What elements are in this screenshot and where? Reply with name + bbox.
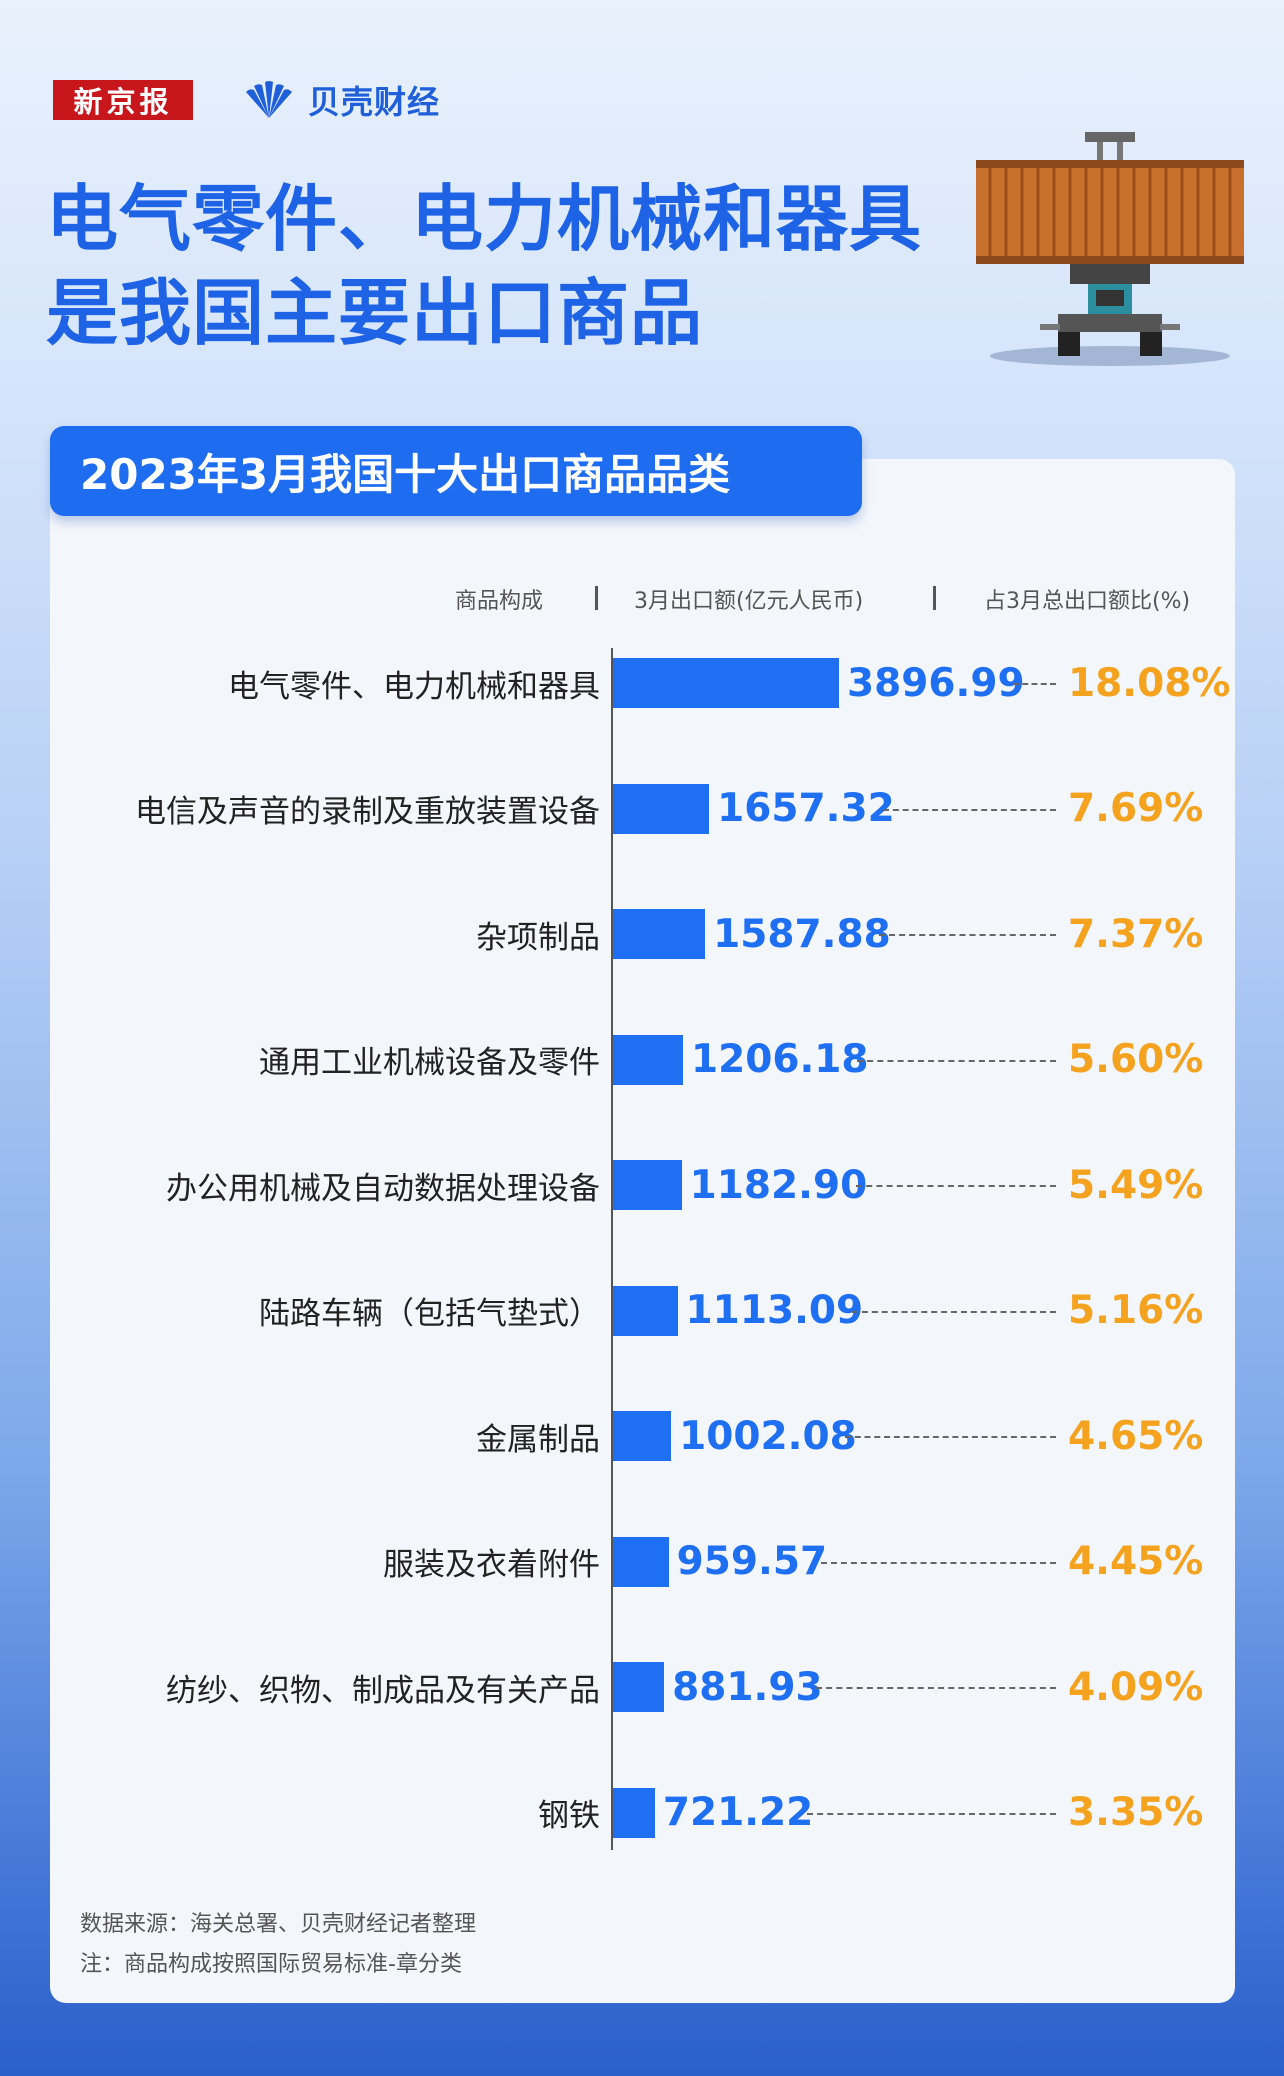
bar-row: 电信及声音的录制及重放装置设备 1657.32 7.69%: [0, 746, 1284, 872]
bar: [613, 1160, 682, 1210]
share-label: 5.49%: [1068, 1162, 1204, 1208]
classification-note: 注：商品构成按照国际贸易标准-章分类: [80, 1952, 462, 1977]
beike-logo: 贝壳财经: [240, 70, 440, 130]
headline-line-2: 是我国主要出口商品: [46, 271, 704, 355]
value-label: 3896.99: [847, 660, 1025, 706]
beike-logo-text: 贝壳财经: [308, 83, 441, 121]
column-header-amount: 3月出口额(亿元人民币): [634, 589, 864, 614]
category-label: 陆路车辆（包括气垫式）: [259, 1296, 600, 1332]
leader-line: [883, 808, 1056, 811]
value-label: 1182.90: [689, 1162, 868, 1208]
bar: [613, 1411, 672, 1461]
share-label: 18.08%: [1068, 660, 1231, 706]
category-label: 纺纱、织物、制成品及有关产品: [166, 1672, 600, 1709]
y-axis-line: [611, 648, 613, 1850]
chart-title: 2023年3月我国十大出口商品品类: [50, 426, 862, 516]
bar: [613, 783, 710, 834]
bar-row: 通用工业机械设备及零件 1206.18 5.60%: [0, 997, 1284, 1123]
category-label: 电气零件、电力机械和器具: [228, 668, 600, 705]
column-header-share: 占3月总出口额比(%): [984, 589, 1191, 614]
shipping-container-illustration: [976, 132, 1244, 366]
headline-line-1: 电气零件、电力机械和器具: [46, 177, 923, 261]
leader-line: [816, 1687, 1056, 1689]
header-separator: [933, 586, 936, 610]
column-header-category: 商品构成: [455, 589, 544, 614]
bar-row: 陆路车辆（包括气垫式） 1113.09 5.16%: [0, 1248, 1284, 1374]
bar-row: 纺纱、织物、制成品及有关产品 881.93 4.09%: [0, 1624, 1284, 1750]
bar-row: 金属制品 1002.08 4.65%: [0, 1373, 1284, 1499]
bar: [613, 1285, 678, 1336]
value-label: 1206.18: [690, 1037, 869, 1082]
category-label: 钢铁: [538, 1798, 600, 1834]
bar: [613, 909, 706, 959]
data-source-note: 数据来源：海关总署、贝壳财经记者整理: [80, 1912, 477, 1937]
share-label: 4.45%: [1068, 1539, 1204, 1584]
bar: [613, 658, 839, 708]
value-label: 1113.09: [685, 1288, 864, 1333]
value-label: 721.22: [662, 1790, 814, 1835]
leader-line: [851, 1310, 1056, 1313]
leader-line: [879, 934, 1056, 936]
category-label: 电信及声音的录制及重放装置设备: [135, 794, 600, 830]
category-label: 通用工业机械设备及零件: [259, 1045, 600, 1081]
value-label: 1587.88: [713, 911, 891, 957]
share-label: 3.35%: [1068, 1790, 1204, 1835]
leader-line: [845, 1436, 1056, 1438]
category-label: 服装及衣着附件: [383, 1547, 600, 1583]
leader-line: [1013, 683, 1056, 685]
bar-row: 钢铁 721.22 3.35%: [0, 1750, 1284, 1876]
bar: [613, 1536, 669, 1587]
share-label: 7.37%: [1068, 911, 1204, 957]
category-label: 办公用机械及自动数据处理设备: [166, 1170, 600, 1207]
header-separator: [595, 586, 598, 610]
bar-row: 服装及衣着附件 959.57 4.45%: [0, 1499, 1284, 1625]
share-label: 5.16%: [1068, 1288, 1204, 1333]
value-label: 881.93: [672, 1664, 823, 1710]
bar: [613, 1787, 655, 1838]
bar-row: 杂项制品 1587.88 7.37%: [0, 871, 1284, 997]
leader-line: [856, 1059, 1056, 1062]
value-label: 1657.32: [717, 786, 895, 831]
bar: [613, 1034, 683, 1085]
bar-row: 办公用机械及自动数据处理设备 1182.90 5.49%: [0, 1122, 1284, 1248]
share-label: 5.60%: [1068, 1037, 1204, 1082]
share-label: 7.69%: [1068, 786, 1204, 831]
share-label: 4.09%: [1068, 1664, 1204, 1710]
share-label: 4.65%: [1068, 1413, 1204, 1459]
value-label: 959.57: [676, 1539, 828, 1584]
bar-row: 电气零件、电力机械和器具 3896.99 18.08%: [0, 620, 1284, 746]
leader-line: [820, 1561, 1056, 1564]
bar: [613, 1662, 665, 1712]
shell-icon: [246, 81, 292, 118]
headline: 电气零件、电力机械和器具 是我国主要出口商品: [46, 172, 976, 360]
leader-line: [806, 1812, 1056, 1815]
value-label: 1002.08: [679, 1413, 857, 1459]
leader-line: [855, 1185, 1056, 1187]
category-label: 金属制品: [476, 1421, 600, 1458]
category-label: 杂项制品: [476, 919, 600, 956]
xinjingbao-logo: 新京报: [53, 80, 193, 120]
chart-card: [50, 459, 1235, 2003]
